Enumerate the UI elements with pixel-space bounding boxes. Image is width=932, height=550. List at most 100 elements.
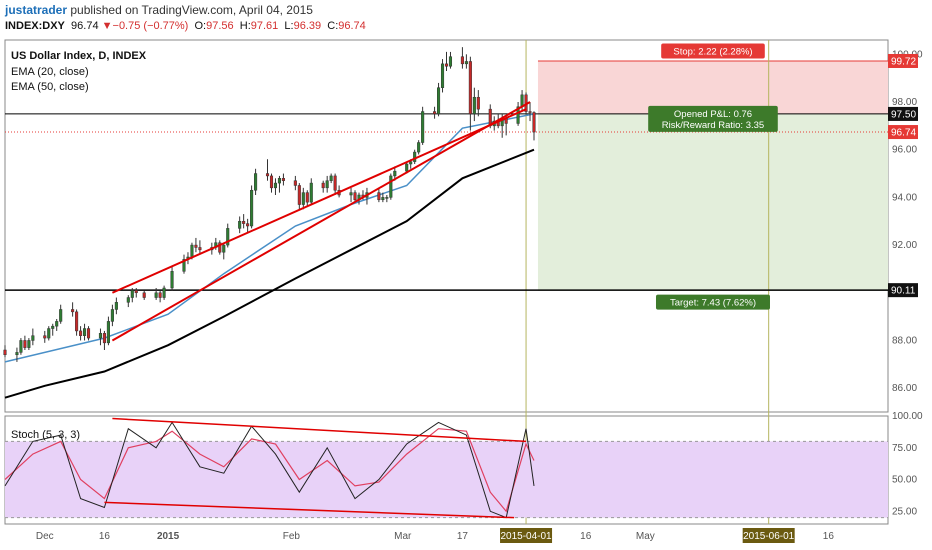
candle-body xyxy=(71,309,74,311)
candle-body xyxy=(107,321,110,342)
candle-body xyxy=(334,176,337,190)
candle-body xyxy=(390,176,393,197)
candle-body xyxy=(16,352,19,354)
pl-label-text-1: Risk/Reward Ratio: 3.35 xyxy=(662,120,764,131)
target-zone xyxy=(538,114,888,290)
stoch-tick-label-1: 50.00 xyxy=(892,475,917,486)
candle-body xyxy=(382,197,385,199)
candle-body xyxy=(465,61,468,63)
stoch-tick-label-3: 100.00 xyxy=(892,411,923,422)
candle-body xyxy=(473,97,476,114)
candle-body xyxy=(302,193,305,205)
candle-body xyxy=(326,181,329,188)
candle-body xyxy=(191,245,194,257)
candle-body xyxy=(238,221,241,228)
candle-body xyxy=(163,288,166,298)
price-tick-label-1: 88.00 xyxy=(892,335,917,346)
candle-body xyxy=(222,245,225,252)
candle-body xyxy=(405,164,408,171)
candle-2 xyxy=(20,338,23,355)
candle-body xyxy=(83,329,86,336)
x-tick-label-9: 2015-06-01 xyxy=(743,531,795,542)
candle-body xyxy=(195,245,198,247)
candle-body xyxy=(266,174,269,176)
candle-body xyxy=(278,178,281,183)
candle-body xyxy=(322,183,325,188)
candle-body xyxy=(378,193,381,200)
pl-label: Opened P&L: 0.76Risk/Reward Ratio: 3.35 xyxy=(648,106,778,132)
candle-body xyxy=(135,290,138,292)
target-label-text-0: Target: 7.43 (7.62%) xyxy=(670,298,756,309)
candle-27 xyxy=(163,286,166,300)
stoch-band xyxy=(5,441,888,517)
price-tick-label-5: 96.00 xyxy=(892,145,917,156)
price-tick-label-3: 92.00 xyxy=(892,240,917,251)
stop-label-text-0: Stop: 2.22 (2.28%) xyxy=(673,46,752,57)
price-tag-0: 99.72 xyxy=(891,56,916,67)
x-tick-label-10: 16 xyxy=(823,531,835,542)
pl-label-text-0: Opened P&L: 0.76 xyxy=(674,109,752,120)
candle-7 xyxy=(47,326,50,340)
x-tick-label-0: Dec xyxy=(36,531,54,542)
candle-body xyxy=(103,333,106,343)
candle-body xyxy=(298,185,301,204)
candle-body xyxy=(115,302,118,309)
candle-body xyxy=(294,181,297,186)
candle-body xyxy=(282,178,285,180)
candle-body xyxy=(394,171,397,176)
x-tick-label-1: 16 xyxy=(99,531,111,542)
candle-body xyxy=(529,112,532,113)
candle-76 xyxy=(441,59,444,92)
candle-body xyxy=(441,64,444,88)
candle-body xyxy=(350,193,353,195)
chart-title: US Dollar Index, D, INDEX xyxy=(11,50,146,62)
candle-body xyxy=(445,64,448,66)
candle-75 xyxy=(437,83,440,116)
candle-body xyxy=(421,112,424,143)
candle-body xyxy=(477,97,480,109)
price-tick-label-4: 94.00 xyxy=(892,192,917,203)
candle-body xyxy=(127,298,130,303)
candle-body xyxy=(242,221,245,223)
candle-body xyxy=(461,57,464,64)
candle-body xyxy=(143,293,146,298)
candle-body xyxy=(4,350,7,355)
candle-body xyxy=(254,174,257,191)
target-label: Target: 7.43 (7.62%) xyxy=(656,295,770,310)
candle-body xyxy=(246,224,249,226)
price-tag-1: 97.50 xyxy=(891,109,916,120)
stoch-tick-label-0: 25.00 xyxy=(892,506,917,517)
candle-body xyxy=(24,340,27,347)
candle-36 xyxy=(218,240,221,254)
candle-body xyxy=(59,309,62,321)
candle-body xyxy=(155,293,158,298)
x-tick-label-6: 2015-04-01 xyxy=(500,531,552,542)
candle-body xyxy=(55,321,58,326)
price-tag-2: 96.74 xyxy=(891,128,916,139)
candle-body xyxy=(386,197,389,198)
x-tick-label-3: Feb xyxy=(283,531,301,542)
candle-body xyxy=(87,329,90,339)
candle-body xyxy=(449,57,452,67)
x-tick-label-2: 2015 xyxy=(157,531,180,542)
candle-body xyxy=(354,193,357,200)
candle-body xyxy=(131,290,134,297)
candle-body xyxy=(51,326,54,328)
candle-67 xyxy=(390,174,393,200)
candle-body xyxy=(274,183,277,188)
price-tag-3: 90.11 xyxy=(891,286,916,297)
ema50-legend: EMA (50, close) xyxy=(11,81,89,93)
x-tick-label-8: May xyxy=(636,531,655,542)
candle-body xyxy=(32,336,35,341)
candle-42 xyxy=(250,185,253,228)
candle-body xyxy=(417,143,420,153)
candle-body xyxy=(250,190,253,226)
candle-body xyxy=(409,162,412,164)
candle-body xyxy=(306,193,309,203)
candle-body xyxy=(330,176,333,181)
candle-body xyxy=(199,247,202,249)
candle-body xyxy=(47,329,50,339)
x-tick-label-5: 17 xyxy=(457,531,469,542)
candle-body xyxy=(469,61,472,113)
